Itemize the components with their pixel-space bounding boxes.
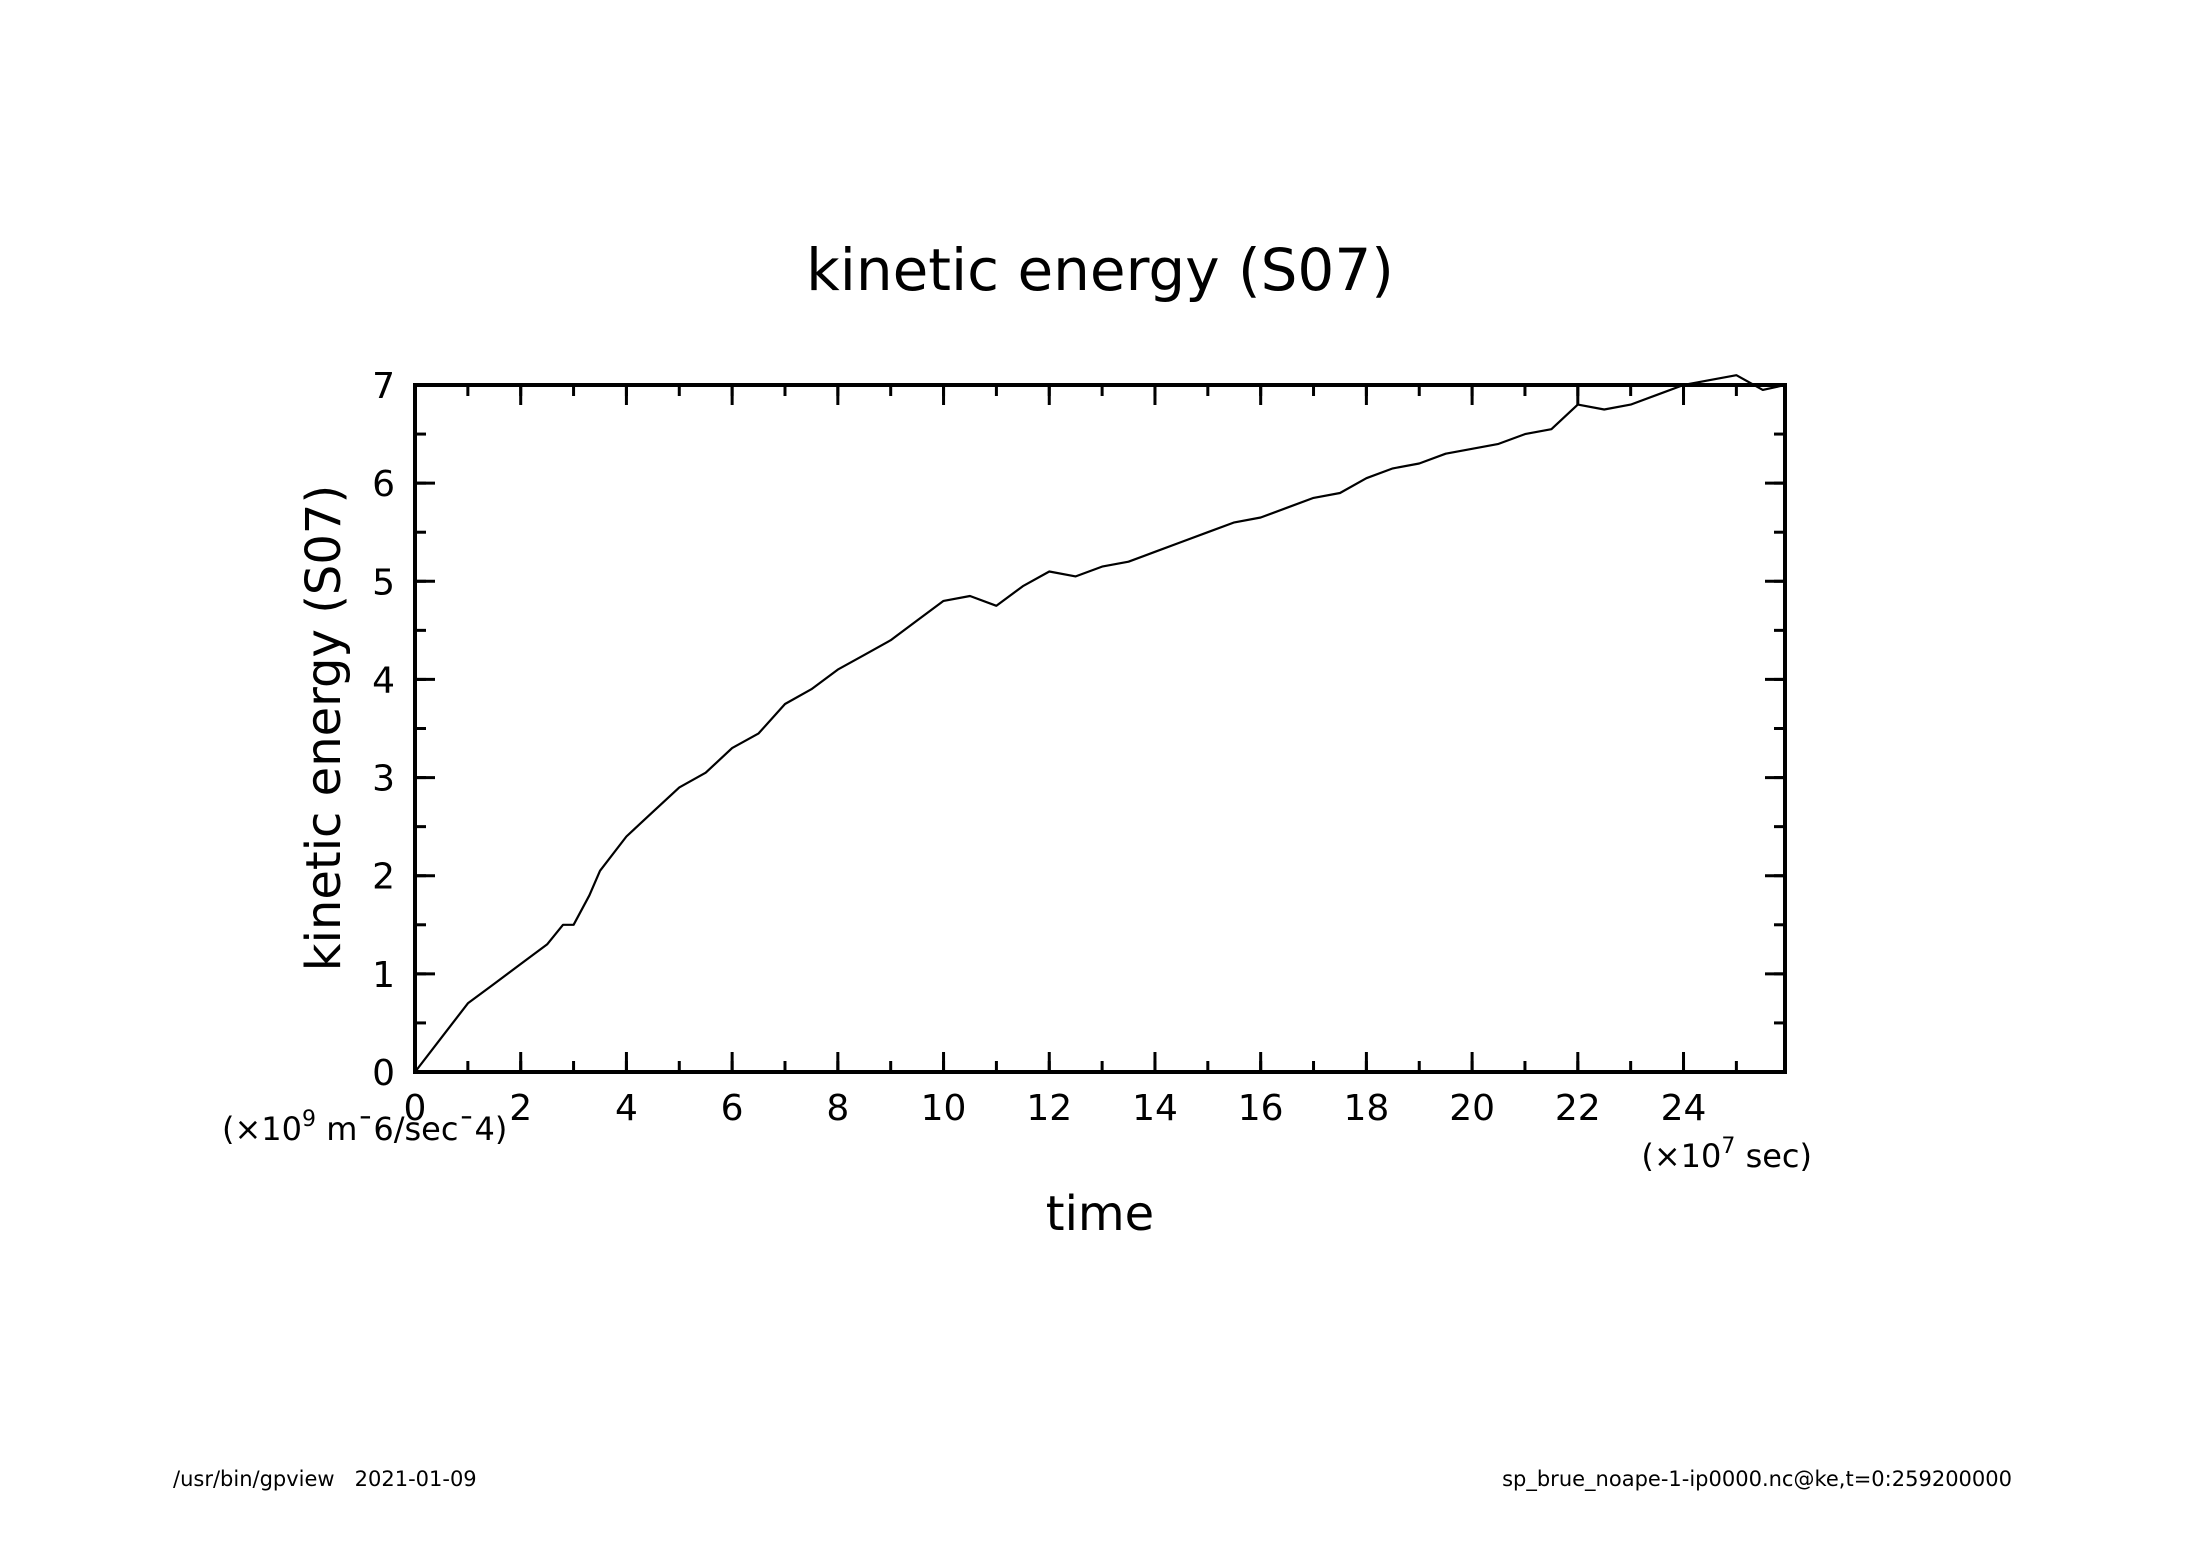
y-tick-label: 3 [372,759,395,800]
x-tick-label: 2 [509,1088,532,1129]
plot-frame [413,383,1787,1074]
y-unit-exponent: 9 [302,1107,316,1132]
x-tick-label: 8 [826,1088,849,1129]
y-unit-prefix: (×10 [222,1110,302,1148]
chart-title: kinetic energy (S07) [806,236,1394,304]
x-axis-ticks [413,385,1738,1072]
y-axis-ticks [415,383,1785,1074]
y-tick-label: 6 [372,464,395,505]
y-tick-label: 5 [372,562,395,603]
x-tick-label: 22 [1555,1088,1601,1129]
x-tick-label: 16 [1238,1088,1284,1129]
y-tick-label: 0 [372,1053,395,1094]
x-tick-label: 14 [1132,1088,1178,1129]
x-tick-label: 20 [1449,1088,1495,1129]
y-tick-label: 7 [372,366,395,407]
y-unit-suffix: m¯6/sec¯4) [316,1110,507,1148]
kinetic-energy-series-line [414,374,1786,1073]
footer-command-date: /usr/bin/gpview 2021-01-09 [173,1467,477,1491]
y-tick-label: 4 [372,660,395,701]
y-axis-tick-labels: 0 1 2 3 4 5 6 7 [372,366,395,1094]
x-axis-title: time [1046,1186,1154,1242]
x-unit-exponent: 7 [1721,1134,1735,1159]
x-tick-label: 4 [615,1088,638,1129]
x-tick-label: 0 [404,1088,427,1129]
y-axis-title: kinetic energy (S07) [296,485,352,971]
footer-source-file: sp_brue_noape-1-ip0000.nc@ke,t=0:2592000… [1502,1467,2012,1492]
x-axis-tick-labels: 0 2 4 6 8 10 12 14 16 18 20 22 24 [404,1088,1707,1129]
x-tick-label: 6 [721,1088,744,1129]
x-tick-label: 18 [1343,1088,1389,1129]
y-tick-label: 1 [372,955,395,996]
x-axis-unit-label: (×107 sec) [1641,1134,1812,1175]
x-unit-prefix: (×10 [1641,1137,1721,1175]
y-axis-unit-label: (×109 m¯6/sec¯4) [222,1107,507,1148]
x-tick-label: 24 [1661,1088,1707,1129]
x-tick-label: 12 [1026,1088,1072,1129]
x-unit-suffix: sec) [1735,1137,1812,1175]
y-tick-label: 2 [372,857,395,898]
x-tick-label: 10 [921,1088,967,1129]
